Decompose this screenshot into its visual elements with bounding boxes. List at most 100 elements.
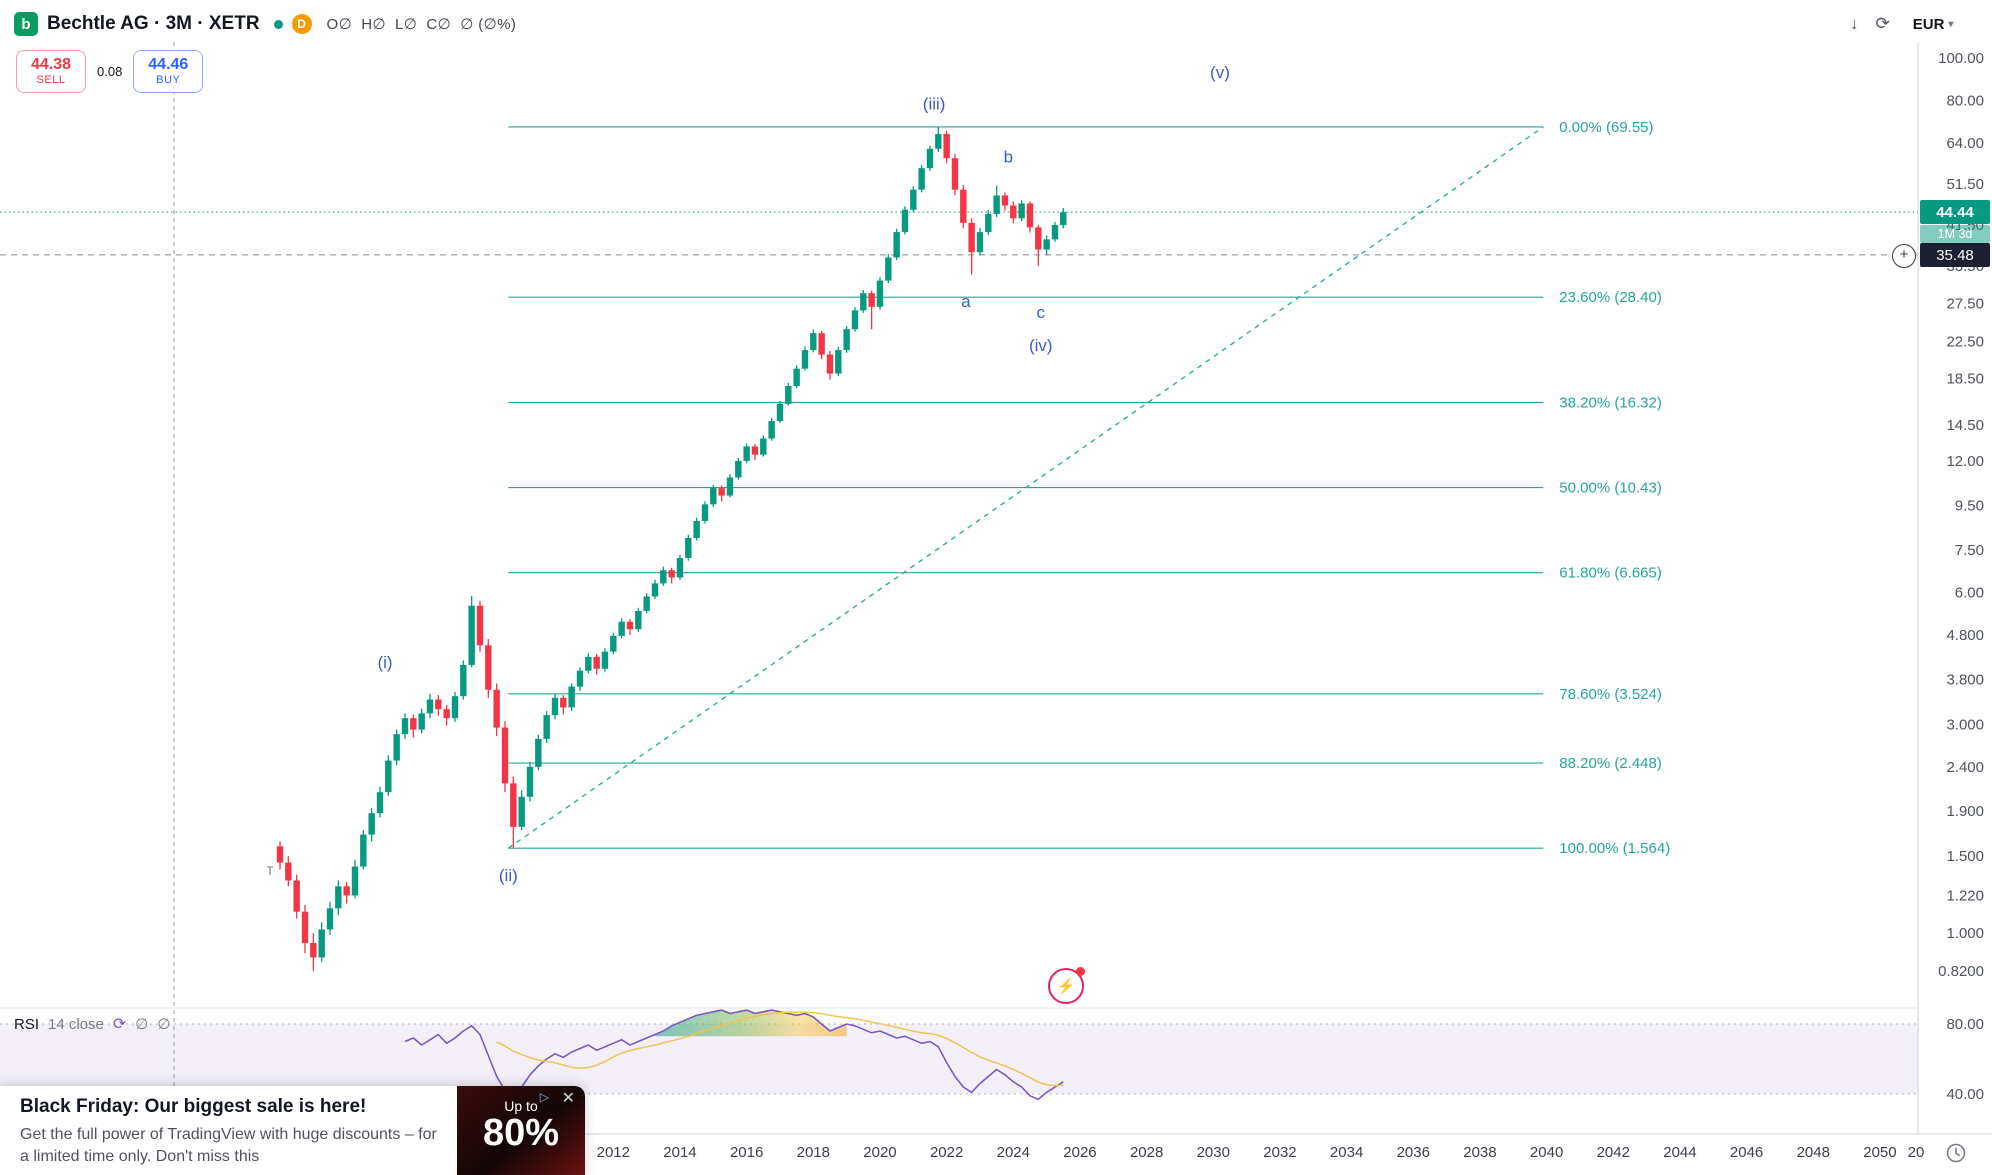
year-label: 2016 — [730, 1144, 763, 1161]
year-label: 2032 — [1263, 1144, 1296, 1161]
candle-body — [351, 866, 359, 896]
rsi-value-1: ∅ — [135, 1016, 149, 1033]
candle-body — [951, 158, 959, 190]
ad-banner[interactable]: Black Friday: Our biggest sale is here! … — [0, 1086, 585, 1175]
year-label: 2042 — [1597, 1144, 1630, 1161]
ad-body: Get the full power of TradingView with h… — [20, 1126, 437, 1166]
rsi-band — [0, 1024, 1918, 1094]
ad-title: Black Friday: Our biggest sale is here! — [20, 1096, 367, 1117]
fib-trend-line — [507, 126, 1544, 849]
ad-image[interactable]: Up to 80% — [457, 1086, 585, 1175]
fib-level-label: 50.00% (10.43) — [1559, 480, 1662, 497]
candle-body — [326, 908, 334, 930]
ad-text-block: Black Friday: Our biggest sale is here! … — [20, 1096, 440, 1169]
candle-body — [776, 403, 784, 422]
candle-body — [701, 504, 709, 521]
ohlc-values: O∅ H∅ L∅ C∅ ∅ (∅%) — [326, 16, 517, 33]
candle-body — [876, 280, 884, 307]
price-tick-label: 27.50 — [1946, 295, 1984, 312]
symbol-logo-icon: b — [14, 12, 38, 36]
ad-upto-text: Up to — [504, 1098, 538, 1114]
rsi-legend: RSI 14 close ⟳ ∅ ∅ — [14, 1014, 170, 1034]
candle-body — [601, 651, 609, 669]
sell-button[interactable]: 44.38 SELL — [16, 50, 86, 93]
candle-body — [510, 783, 517, 827]
add-alert-button[interactable]: + — [1892, 244, 1916, 268]
candle-body — [526, 766, 534, 797]
year-label: 2028 — [1130, 1144, 1163, 1161]
candle-body — [901, 209, 909, 233]
timezone-clock-button[interactable] — [1944, 1141, 1968, 1165]
candle-body — [1043, 239, 1050, 250]
candle-body — [426, 699, 434, 714]
candle-body — [643, 596, 650, 611]
candle-body — [885, 257, 892, 281]
price-tick-label: 6.00 — [1955, 585, 1984, 602]
candle-body — [1035, 227, 1042, 250]
candle-body — [718, 488, 725, 496]
rsi-tick-label: 40.00 — [1946, 1086, 1984, 1103]
candle-body — [810, 333, 817, 351]
trade-widget: 44.38 SELL 0.08 44.46 BUY — [16, 50, 204, 93]
candle-body — [960, 189, 967, 223]
rsi-value-2: ∅ — [157, 1016, 171, 1033]
candle-body — [835, 350, 842, 374]
candle-body — [793, 368, 800, 386]
last-price-badge: 44.44 — [1920, 200, 1990, 224]
candle-body — [751, 446, 759, 455]
year-label: 2038 — [1463, 1144, 1496, 1161]
candle-body — [293, 880, 300, 912]
year-label: 2050 — [1863, 1144, 1896, 1161]
fib-level-label: 61.80% (6.665) — [1559, 565, 1662, 582]
delayed-data-badge[interactable]: D — [291, 14, 312, 34]
candle-body — [926, 148, 934, 169]
elliott-wave-label: c — [1037, 303, 1046, 322]
candle-body — [285, 862, 292, 881]
price-tick-label: 64.00 — [1946, 135, 1984, 152]
sync-icon[interactable]: ⟳ — [112, 1016, 127, 1033]
refresh-icon[interactable]: ⟳ — [1875, 14, 1890, 33]
price-tick-label: 3.000 — [1946, 716, 1984, 733]
adchoices-icon[interactable]: ▷ — [539, 1090, 549, 1104]
candle-body — [335, 886, 342, 909]
elliott-wave-label: (i) — [377, 653, 392, 672]
year-label: 2040 — [1530, 1144, 1563, 1161]
candle-body — [726, 477, 734, 496]
bar-countdown-badge: 1M 3d — [1920, 225, 1990, 243]
year-label: 2036 — [1397, 1144, 1430, 1161]
lightning-icon: ⚡ — [1056, 978, 1076, 995]
candle-body — [343, 886, 350, 896]
candle-body — [360, 834, 367, 867]
candle-body — [318, 929, 325, 958]
year-label: 2030 — [1197, 1144, 1230, 1161]
candle-body — [443, 709, 450, 719]
candle-body — [493, 689, 500, 728]
fib-level-label: 100.00% (1.564) — [1559, 840, 1670, 857]
boost-button[interactable]: ⚡ — [1048, 967, 1085, 1004]
ad-close-icon[interactable]: ✕ — [561, 1090, 575, 1107]
rsi-indicator-title[interactable]: RSI — [14, 1015, 40, 1033]
candle-body — [826, 354, 834, 374]
price-tick-label: 100.00 — [1938, 50, 1984, 67]
price-tick-label: 80.00 — [1946, 92, 1984, 109]
candle-body — [893, 232, 900, 258]
buy-button[interactable]: 44.46 BUY — [133, 50, 204, 93]
candle-body — [1060, 212, 1067, 226]
price-tick-label: 14.50 — [1946, 417, 1984, 434]
price-tick-label: 1.000 — [1946, 925, 1984, 942]
download-icon[interactable]: ↓ — [1850, 14, 1859, 33]
year-label: 2022 — [930, 1144, 963, 1161]
candle-body — [801, 350, 809, 369]
candle-body — [535, 738, 542, 767]
candle-body — [501, 727, 509, 784]
candle-body — [660, 570, 667, 584]
candle-body — [935, 134, 942, 149]
year-label: 2014 — [663, 1144, 696, 1161]
candle-body — [693, 520, 700, 538]
candle-body — [985, 213, 992, 233]
candle-body — [635, 610, 642, 630]
buy-price: 44.46 — [148, 56, 189, 73]
currency-selector[interactable]: EUR ▾ — [1913, 16, 1954, 33]
symbol-title[interactable]: Bechtle AG · 3M · XETR — [47, 13, 260, 34]
